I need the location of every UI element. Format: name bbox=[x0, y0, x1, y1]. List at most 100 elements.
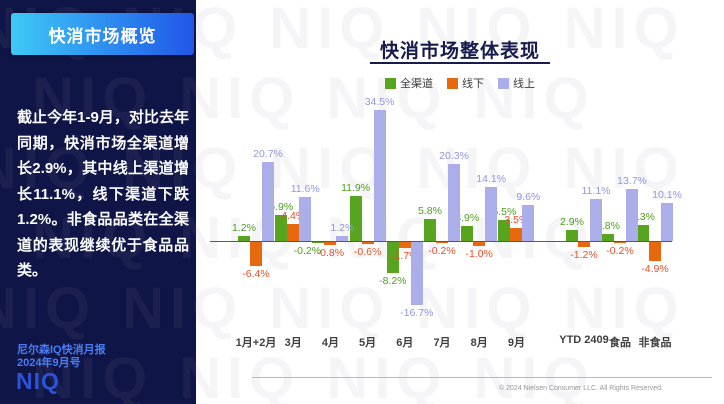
bar-线上-YTD 2409 bbox=[590, 198, 602, 241]
x-axis-line bbox=[210, 241, 672, 242]
bar-value-label: -0.2% bbox=[428, 245, 456, 257]
bar-value-label: 4.4% bbox=[281, 210, 306, 223]
bar-value-label: 1.2% bbox=[232, 222, 256, 235]
bar-线下-YTD 2409 bbox=[578, 242, 590, 247]
bar-value-label: 11.9% bbox=[341, 181, 371, 194]
x-axis-label-2: 4月 bbox=[321, 337, 339, 349]
bar-value-label: 1.2% bbox=[330, 222, 355, 235]
bar-线下-8月 bbox=[473, 242, 486, 246]
bar-全渠道-食品 bbox=[602, 234, 614, 241]
footer-divider bbox=[252, 377, 712, 378]
bar-线上-8月 bbox=[485, 187, 498, 241]
niq-watermark-text: NIQ bbox=[122, 276, 196, 341]
bar-线下-3月 bbox=[287, 224, 300, 241]
sidebar: NIQNIQNIQNIQNIQNIQNIQNIQNIQNIQNIQNIQNIQN… bbox=[0, 0, 196, 404]
bar-value-label: 13.7% bbox=[617, 174, 647, 187]
bar-线下-非食品 bbox=[649, 242, 661, 261]
x-axis-label-7: 9月 bbox=[507, 337, 525, 349]
section-header-button[interactable]: 快消市场概览 bbox=[11, 13, 194, 55]
bar-全渠道-5月 bbox=[349, 195, 362, 241]
bar-value-label: -8.2% bbox=[379, 275, 407, 288]
bar-value-label: -0.8% bbox=[316, 247, 345, 260]
x-axis-label-10: 非食品 bbox=[638, 337, 672, 349]
section-header-label: 快消市场概览 bbox=[48, 26, 157, 46]
bar-线下-食品 bbox=[614, 242, 626, 243]
legend-label: 全渠道 bbox=[400, 78, 433, 90]
legend-label: 线上 bbox=[513, 78, 535, 90]
report-name-line2: 2024年9月号 bbox=[17, 357, 81, 369]
bar-value-label: 11.1% bbox=[581, 184, 611, 197]
bar-全渠道-9月 bbox=[498, 220, 511, 241]
legend-label: 线下 bbox=[462, 78, 484, 90]
niq-watermark-text: NIQ bbox=[0, 350, 6, 404]
bar-value-label: -16.7% bbox=[400, 307, 434, 320]
bar-value-label: 3.9% bbox=[455, 212, 480, 225]
bar-线下-7月 bbox=[436, 242, 448, 243]
x-axis-label-0: 1月+2月 bbox=[235, 337, 277, 349]
bar-value-label: -0.2% bbox=[606, 245, 634, 257]
chart-title: 快消市场整体表现 bbox=[379, 41, 540, 62]
bar-全渠道-4月 bbox=[312, 242, 325, 243]
bar-线上-1月+2月 bbox=[262, 162, 274, 241]
niq-watermark-text: NIQ bbox=[0, 70, 6, 128]
bar-value-label: 5.5% bbox=[492, 206, 517, 219]
bar-value-label: -1.2% bbox=[570, 248, 598, 261]
bar-全渠道-3月 bbox=[275, 214, 288, 241]
bar-线下-5月 bbox=[361, 242, 374, 245]
summary-text: 截止今年1-9月，对比去年同期，快消市场全渠道增长2.9%，其中线上渠道增长11… bbox=[17, 109, 189, 279]
chart-legend: 全渠道 线下 线上 bbox=[196, 75, 724, 91]
niq-watermark-text: NIQ bbox=[0, 276, 97, 341]
bar-value-label: 20.3% bbox=[439, 149, 469, 162]
bar-线下-1月+2月 bbox=[250, 242, 262, 267]
bar-线上-非食品 bbox=[661, 202, 673, 241]
bar-线下-9月 bbox=[510, 227, 523, 241]
bar-value-label: 2.9% bbox=[560, 215, 584, 228]
legend-swatch-icon bbox=[498, 77, 509, 89]
legend-item-1: 线下 bbox=[447, 75, 484, 91]
bar-value-label: 34.5% bbox=[364, 95, 395, 108]
bar-全渠道-6月 bbox=[386, 242, 399, 274]
bar-value-label: -4.9% bbox=[641, 262, 669, 275]
bar-全渠道-YTD 2409 bbox=[566, 229, 578, 241]
bar-线上-食品 bbox=[626, 188, 638, 241]
legend-swatch-icon bbox=[385, 77, 396, 89]
bar-value-label: -0.6% bbox=[353, 246, 382, 259]
bar-全渠道-7月 bbox=[424, 218, 436, 241]
bar-线上-7月 bbox=[448, 163, 460, 241]
bar-value-label: 9.6% bbox=[516, 190, 541, 203]
bar-value-label: 10.1% bbox=[652, 188, 682, 201]
x-axis-label-3: 5月 bbox=[359, 337, 377, 349]
copyright-text: © 2024 Nielsen Consumer LLC. All Rights … bbox=[499, 385, 663, 392]
bar-全渠道-非食品 bbox=[637, 224, 649, 241]
niq-logo: NIQ bbox=[16, 368, 60, 394]
chart-panel: 快消市场整体表现 全渠道 线下 线上 1.2% 6.9% -0.2% 11.9% -8.2%… bbox=[196, 0, 724, 404]
bar-value-label: 1.8% bbox=[596, 220, 620, 233]
x-axis-label-8: YTD 2409 bbox=[559, 334, 609, 346]
legend-item-0: 全渠道 bbox=[385, 75, 433, 91]
bar-value-label: 6.9% bbox=[269, 200, 294, 213]
bar-全渠道-8月 bbox=[461, 226, 474, 241]
bar-value-label: 3.5% bbox=[504, 213, 529, 226]
legend-item-2: 线上 bbox=[498, 75, 535, 91]
legend-swatch-icon bbox=[447, 77, 458, 89]
x-axis-label-6: 8月 bbox=[470, 337, 488, 349]
x-axis-label-9: 食品 bbox=[609, 337, 631, 349]
niq-watermark-text: NIQ bbox=[0, 210, 6, 268]
niq-watermark-row: NIQNIQNIQNIQNIQ bbox=[0, 280, 196, 338]
bar-线上-5月 bbox=[373, 109, 386, 241]
bar-value-label: -0.2% bbox=[293, 245, 322, 257]
report-name-line1: 尼尔森IQ快消月报 bbox=[17, 344, 106, 356]
title-underline bbox=[370, 62, 550, 64]
x-axis-label-5: 7月 bbox=[433, 337, 451, 349]
bar-线下-4月 bbox=[324, 242, 337, 246]
bar-线上-6月 bbox=[410, 242, 423, 306]
bar-value-label: -1.0% bbox=[465, 247, 493, 260]
x-axis-label-1: 3月 bbox=[284, 337, 302, 349]
bar-线上-4月 bbox=[336, 236, 349, 241]
bar-value-label: -6.4% bbox=[242, 268, 270, 281]
bar-value-label: 20.7% bbox=[253, 148, 283, 161]
bar-value-label: 5.8% bbox=[418, 204, 442, 217]
bar-线上-9月 bbox=[522, 204, 535, 241]
bar-线上-3月 bbox=[299, 196, 312, 241]
